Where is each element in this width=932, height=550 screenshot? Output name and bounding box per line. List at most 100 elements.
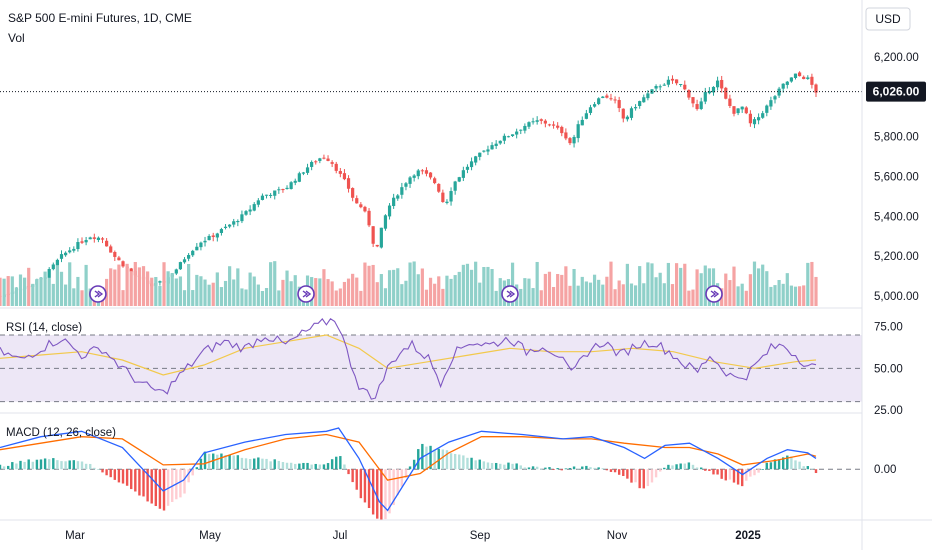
candle-body <box>728 98 732 106</box>
volume-bar <box>55 265 60 306</box>
macd-histogram-bar <box>724 469 727 481</box>
macd-histogram-bar <box>248 458 252 470</box>
volume-bar <box>572 268 576 306</box>
volume-bar <box>531 288 535 306</box>
macd-histogram-bar <box>146 469 149 502</box>
candle-body <box>679 83 683 85</box>
macd-histogram-bar <box>429 445 432 470</box>
dividend-marker-icon[interactable] <box>705 285 723 303</box>
volume-bar <box>207 284 211 306</box>
volume-bar <box>441 288 445 306</box>
candle-body <box>556 125 560 128</box>
candle-body <box>264 194 269 196</box>
candle-body <box>346 178 351 189</box>
volume-bar <box>580 276 584 306</box>
candle-body <box>535 120 539 122</box>
price-pane[interactable] <box>0 71 862 306</box>
candle-body <box>297 173 301 182</box>
volume-bar <box>252 276 256 306</box>
candle-body <box>687 89 691 98</box>
candle-body <box>510 134 515 137</box>
volume-bar <box>625 263 629 306</box>
candle-body <box>80 241 84 243</box>
currency-button[interactable]: USD <box>865 7 911 31</box>
dividend-marker-icon[interactable] <box>297 285 315 303</box>
volume-bar <box>527 278 531 306</box>
macd-histogram-bar <box>695 467 699 470</box>
macd-histogram-bar <box>790 456 793 470</box>
macd-histogram-bar <box>753 469 756 476</box>
candle-body <box>269 194 273 196</box>
macd-histogram-bar <box>89 463 92 470</box>
candle-body <box>605 95 609 98</box>
volume-bar <box>371 264 375 306</box>
candle-body <box>363 206 367 212</box>
volume-bar <box>433 283 437 306</box>
dividend-marker-icon[interactable] <box>89 285 107 303</box>
volume-bar <box>240 288 244 306</box>
candle-body <box>76 242 80 250</box>
candle-body <box>248 209 252 212</box>
candle-body <box>666 79 670 85</box>
macd-histogram-bar <box>195 467 199 470</box>
macd-histogram-bar <box>244 458 248 470</box>
candle-body <box>580 119 584 126</box>
volume-bar <box>387 270 392 306</box>
candle-body <box>588 107 593 113</box>
candle-body <box>670 78 675 81</box>
candle-body <box>408 177 412 184</box>
rsi-pane[interactable] <box>0 318 862 403</box>
candle-body <box>519 129 523 131</box>
candle-body <box>330 162 334 164</box>
volume-bar <box>228 266 232 306</box>
candle-body <box>342 173 347 180</box>
volume-bar <box>699 273 703 306</box>
macd-histogram-bar <box>191 469 194 476</box>
volume-bar <box>113 269 117 306</box>
volume-bar <box>64 284 68 306</box>
candle-body <box>367 210 371 226</box>
macd-histogram-bar <box>404 469 408 478</box>
candle-body <box>683 84 687 90</box>
macd-histogram-bar <box>552 469 555 471</box>
macd-histogram-bar <box>179 469 182 498</box>
macd-histogram-bar <box>490 463 494 470</box>
candle-body <box>428 172 433 178</box>
candle-body <box>568 138 572 144</box>
time-tick-label: Mar <box>65 530 85 542</box>
candle-body <box>777 88 781 96</box>
macd-histogram-bar <box>253 458 256 470</box>
macd-histogram-bar <box>347 469 350 475</box>
macd-pane[interactable] <box>0 427 862 521</box>
dividend-marker-icon[interactable] <box>501 285 519 303</box>
candle-body <box>539 119 543 121</box>
volume-bar <box>72 288 76 306</box>
volume-bar <box>687 290 691 306</box>
volume-bar <box>150 277 154 306</box>
macd-histogram-bar <box>470 457 473 470</box>
macd-histogram-bar <box>400 469 404 487</box>
candle-body <box>810 76 814 85</box>
candle-body <box>502 135 506 141</box>
macd-histogram-bar <box>2 466 6 470</box>
macd-histogram-bar <box>786 455 789 470</box>
candle-body <box>211 235 215 238</box>
candle-body <box>642 97 646 103</box>
candle-body <box>469 161 474 168</box>
volume-bar <box>752 261 757 306</box>
volume-bar <box>474 261 478 306</box>
candle-body <box>715 80 720 88</box>
macd-histogram-bar <box>642 469 645 489</box>
macd-histogram-bar <box>125 469 129 486</box>
candle-body <box>387 205 392 217</box>
macd-histogram-bar <box>412 459 416 470</box>
volume-bar <box>761 264 765 306</box>
volume-bar <box>679 267 683 306</box>
candle-body <box>617 100 621 109</box>
volume-bar <box>412 261 416 306</box>
volume-bar <box>6 276 10 306</box>
volume-bar <box>736 286 740 306</box>
volume-bar <box>592 274 597 306</box>
